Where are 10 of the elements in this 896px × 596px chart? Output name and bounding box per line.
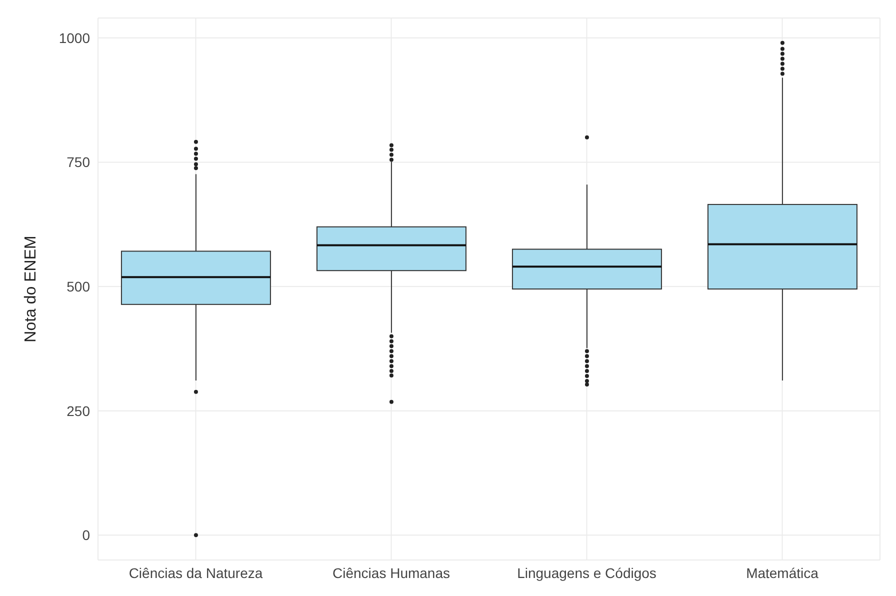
- y-tick-label: 500: [66, 278, 90, 294]
- x-tick-label: Linguagens e Códigos: [517, 564, 656, 581]
- x-tick-label: Ciências da Natureza: [128, 564, 263, 581]
- x-tick-label: Matemática: [746, 564, 819, 581]
- y-axis-title: Nota do ENEM: [22, 236, 40, 342]
- y-tick-label: 1000: [58, 30, 90, 46]
- y-tick-label: 0: [82, 527, 90, 544]
- x-tick-label: Ciências Humanas: [332, 564, 450, 581]
- y-tick-label: 250: [66, 402, 90, 419]
- y-tick-label: 750: [66, 154, 90, 170]
